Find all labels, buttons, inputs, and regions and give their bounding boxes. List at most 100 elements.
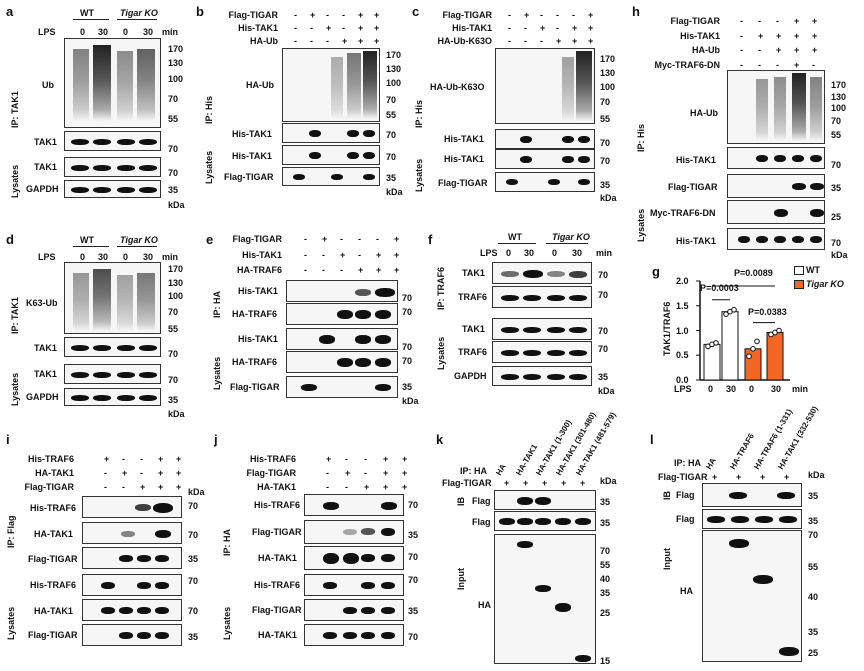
c-mw: 70 [600, 97, 611, 107]
i-cond-ha-tak1: HA-TAK1 [35, 468, 74, 478]
b-mw: 100 [386, 78, 402, 88]
sign-minus: - [540, 10, 543, 20]
e-mw: 35 [402, 382, 413, 392]
g-point [731, 306, 737, 313]
d-blot-tak1-ip [64, 337, 161, 357]
h-cond-myc-traf6-dn: Myc-TRAF6-DN [654, 60, 720, 70]
f-ip-label: IP: TRAF6 [436, 266, 446, 310]
j-cond-flag-tigar: Flag-TIGAR [246, 468, 297, 478]
d-blot-k63ub [64, 262, 161, 334]
b-mw: 55 [386, 110, 397, 120]
d-ko-label: Tigar KO [120, 235, 158, 245]
b-row-his-tak1: His-TAK1 [232, 129, 272, 139]
c-kda: kDa [600, 193, 617, 203]
sign-minus: - [326, 36, 329, 46]
sign-plus: + [374, 36, 380, 46]
sign-minus: - [508, 36, 511, 46]
j-blot-ha-tak1-ip [304, 546, 404, 570]
panel-label-f: f [428, 232, 433, 247]
sign-plus: + [794, 16, 800, 26]
g-bar-3 [766, 331, 784, 381]
d-time-2: 0 [123, 252, 129, 262]
d-ip-label: IP: TAK1 [10, 297, 20, 334]
sign-plus: + [524, 10, 530, 20]
sign-minus: - [572, 10, 575, 20]
l-row-flag-ib: Flag [676, 490, 695, 500]
g-x-unit: min [792, 384, 809, 394]
sign-plus: + [760, 472, 766, 482]
sign-minus: - [104, 468, 107, 478]
sign-plus: + [402, 482, 408, 492]
d-wt-label: WT [80, 235, 94, 245]
e-ip-label: IP: HA [212, 291, 222, 318]
f-lps-label: LPS [480, 248, 498, 258]
e-row-his-tak1: His-TAK1 [238, 286, 278, 296]
panel-label-h: h [632, 4, 640, 19]
sign-minus: - [740, 16, 743, 26]
a-kda: kDa [168, 200, 185, 210]
b-cond-flag-tigar: Flag-TIGAR [228, 10, 279, 20]
f-row-gapdh: GAPDH [454, 371, 487, 381]
k-mw: 35 [600, 518, 611, 528]
sign-plus: + [812, 16, 818, 26]
sign-minus: - [740, 45, 743, 55]
c-row-his-tak1b: His-TAK1 [444, 154, 484, 164]
h-row-his-tak1: His-TAK1 [676, 155, 716, 165]
c-mw: 35 [600, 180, 611, 190]
j-cond-ha-tak1: HA-TAK1 [257, 482, 296, 492]
i-blot-ha-tak1-ip [82, 522, 182, 544]
i-row-flag-tigar-b: Flag-TIGAR [28, 630, 78, 640]
d-mw: 55 [168, 324, 179, 334]
sign-plus: + [376, 265, 382, 275]
f-blot-gapdh [492, 366, 592, 386]
h-cond-flag-tigar: Flag-TIGAR [670, 16, 721, 26]
g-legend-ko: Tigar KO [806, 279, 844, 289]
sign-plus: + [158, 454, 164, 464]
sign-plus: + [523, 478, 529, 488]
sign-minus: - [322, 265, 325, 275]
sign-plus: + [383, 482, 389, 492]
l-mw: 40 [808, 592, 819, 602]
a-min-label: min [162, 27, 179, 37]
b-ip-label: IP: His [204, 95, 214, 124]
j-row-ha-tak1b: HA-TAK1 [258, 630, 297, 640]
g-pvalue-1: P=0.0003 [700, 283, 739, 293]
h-ip-label: IP: His [636, 123, 646, 152]
b-mw: 70 [386, 130, 397, 140]
j-row-flag-tigar: Flag-TIGAR [252, 527, 302, 537]
l-flag-tigar-label: Flag-TIGAR [658, 472, 708, 482]
g-point [709, 341, 715, 348]
a-wt-label: WT [80, 8, 94, 18]
i-blot-flag-tigar-lys [82, 624, 182, 646]
g-legend-wt: WT [806, 265, 820, 275]
sign-plus: + [326, 454, 332, 464]
a-blot-tak1-lys [64, 157, 161, 177]
f-mw: 70 [598, 344, 609, 354]
sign-minus: - [345, 454, 348, 464]
f-time-2: 0 [552, 248, 558, 258]
j-blot-ha-tak1-lys [304, 624, 404, 646]
h-row-haub: HA-Ub [690, 108, 718, 118]
i-mw: 70 [188, 530, 199, 540]
panel-label-g: g [652, 264, 660, 279]
l-mw: 35 [808, 516, 819, 526]
sign-minus: - [340, 265, 343, 275]
h-lys-label: Lysates [636, 208, 646, 242]
l-mw: 55 [808, 562, 819, 572]
i-ip-label: IP: Flag [6, 515, 16, 548]
g-ytick-label: 2.0 [676, 276, 689, 286]
sign-plus: + [176, 468, 182, 478]
j-cond-his-traf6: His-TRAF6 [249, 454, 296, 464]
sign-plus: + [394, 234, 400, 244]
h-blot-his-tak1-ip [727, 147, 825, 169]
i-blot-flag-tigar-ip [82, 547, 182, 569]
e-blot-ha-traf6-lys [286, 351, 398, 373]
b-mw: 70 [386, 95, 397, 105]
b-blot-his-tak1-ip [282, 123, 380, 143]
h-mw: 170 [831, 80, 847, 90]
e-mw: 70 [402, 342, 413, 352]
sign-minus: - [740, 60, 743, 70]
i-kda: kDa [188, 487, 205, 497]
sign-minus: - [304, 250, 307, 260]
c-row-flag-tigar: Flag-TIGAR [438, 178, 488, 188]
